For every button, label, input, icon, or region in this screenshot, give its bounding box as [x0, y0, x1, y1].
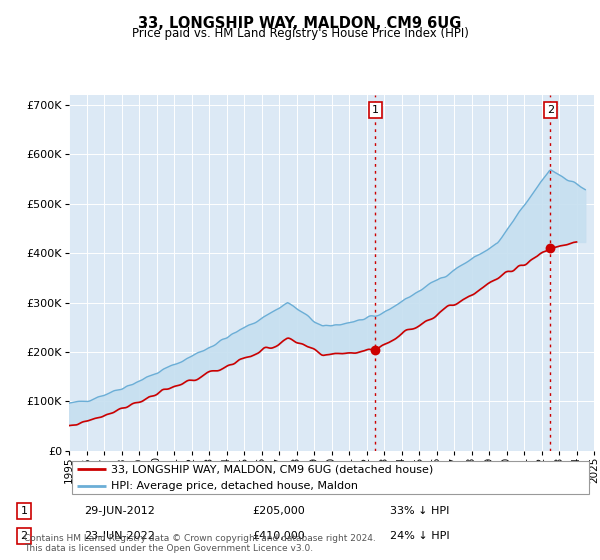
- Point: [370, 345, 380, 354]
- Text: 2: 2: [547, 105, 554, 115]
- Text: Contains HM Land Registry data © Crown copyright and database right 2024.
This d: Contains HM Land Registry data © Crown c…: [24, 534, 376, 553]
- Text: 24% ↓ HPI: 24% ↓ HPI: [390, 531, 449, 541]
- Text: 1: 1: [20, 506, 28, 516]
- Point: [545, 244, 555, 253]
- Text: Price paid vs. HM Land Registry's House Price Index (HPI): Price paid vs. HM Land Registry's House …: [131, 27, 469, 40]
- Text: 29-JUN-2012: 29-JUN-2012: [84, 506, 155, 516]
- Text: 2: 2: [20, 531, 28, 541]
- Text: 23-JUN-2022: 23-JUN-2022: [84, 531, 155, 541]
- Text: 1: 1: [372, 105, 379, 115]
- Text: 33% ↓ HPI: 33% ↓ HPI: [390, 506, 449, 516]
- Text: £410,000: £410,000: [252, 531, 305, 541]
- Text: HPI: Average price, detached house, Maldon: HPI: Average price, detached house, Mald…: [111, 481, 358, 491]
- FancyBboxPatch shape: [71, 461, 589, 494]
- Text: 33, LONGSHIP WAY, MALDON, CM9 6UG (detached house): 33, LONGSHIP WAY, MALDON, CM9 6UG (detac…: [111, 464, 433, 474]
- Text: 33, LONGSHIP WAY, MALDON, CM9 6UG: 33, LONGSHIP WAY, MALDON, CM9 6UG: [139, 16, 461, 31]
- Text: £205,000: £205,000: [252, 506, 305, 516]
